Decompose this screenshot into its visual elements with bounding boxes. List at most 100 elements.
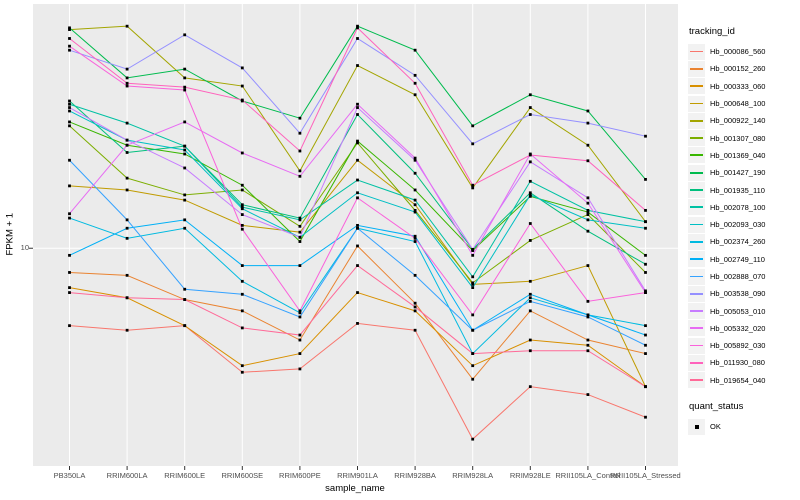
data-point [240,213,244,216]
data-point [298,235,302,239]
data-point [298,240,302,243]
legend-key-line-icon [690,223,703,226]
data-point [413,309,417,313]
x-axis-title: sample_name [325,483,385,494]
legend-key-swatch [688,354,705,371]
data-point [240,364,244,368]
legend-key-swatch [688,182,705,199]
data-point [356,322,359,325]
data-point [125,296,129,300]
data-point [356,113,359,116]
data-point [240,66,244,70]
x-tick-label: RRII105LA_Control [555,471,621,480]
legend-item-label: Hb_005892_030 [710,341,766,351]
data-point [413,156,417,160]
data-point [298,309,302,313]
data-point [413,273,417,277]
data-point [413,73,417,77]
x-tick-label: RRIM928BA [394,471,436,480]
data-point [471,437,475,441]
legend-item-Hb_002093_030: Hb_002093_030 [688,216,800,233]
data-point [471,364,475,368]
data-point [644,177,647,181]
data-point [586,159,590,163]
data-point [644,208,647,212]
data-point [298,311,302,315]
data-point [298,116,302,120]
legend-title-tracking-id: tracking_id [689,26,735,37]
legend-key-swatch [688,372,705,389]
data-point [413,210,417,214]
legend-key-line-icon [690,154,703,157]
data-point [68,271,71,274]
data-point [471,283,475,286]
data-point [240,223,244,227]
legend-item-Hb_002078_100: Hb_002078_100 [688,199,800,216]
data-point [528,193,532,197]
legend-item-Hb_001935_110: Hb_001935_110 [688,181,800,199]
data-point [644,220,647,224]
legend-item-label: Hb_000152_260 [710,64,766,74]
data-point [356,26,359,30]
data-point [240,84,244,88]
data-point [644,415,647,419]
legend-key-swatch [688,199,705,216]
data-point [125,236,129,240]
x-tick-label: PB350LA [53,471,86,480]
data-point [528,239,532,242]
data-point [68,184,71,188]
legend-items: Hb_000086_560 Hb_000152_260 Hb_000333_060 H… [688,43,800,389]
data-point [471,124,475,128]
legend-item-label: Hb_003538_090 [710,289,766,299]
x-tick-label: RRIM901LA [337,471,378,480]
data-point [356,291,359,294]
x-tick-label: RRII105LA_Stressed [610,471,681,480]
data-point [528,179,532,183]
legend-key-line-icon [690,171,703,174]
data-point [586,349,590,353]
data-point [471,352,475,355]
quant-status-key [688,418,705,435]
data-point [68,253,71,257]
legend-item-label: Hb_019654_040 [710,375,766,385]
point-square-icon [694,424,699,429]
data-point [356,139,359,143]
data-point [413,328,417,332]
data-point [240,183,244,187]
legend-item-Hb_001307_080: Hb_001307_080 [688,129,800,147]
data-point [183,287,187,291]
data-point [68,48,71,52]
legend-key-line-icon [690,189,703,191]
data-point [644,291,647,294]
data-point [68,120,71,124]
data-point [413,198,417,202]
data-point [298,230,302,234]
data-point [586,393,590,396]
data-point [356,102,359,106]
legend-key-line-icon [690,67,703,70]
data-point [356,226,359,230]
legend-quant-status: quant_status OK [688,401,800,435]
data-point [471,142,475,146]
legend-key-line-icon [690,327,703,330]
legend-item-label: Hb_002888_070 [710,272,766,281]
legend-item-label: Hb_000333_060 [710,81,766,91]
data-point [183,85,187,89]
x-tick-label: RRIM928LA [452,471,494,480]
legend-key-line-icon [690,275,703,278]
data-point [183,67,187,71]
legend-item-label: Hb_002374_260 [710,237,766,247]
data-point [586,109,590,113]
legend-key-swatch [688,320,705,337]
data-point [68,158,71,162]
data-point [183,144,187,148]
legend-item-label: Hb_002749_110 [710,254,765,264]
data-point [298,367,302,371]
legend-key-line-icon [690,50,703,53]
data-point [240,205,244,209]
data-point [356,264,359,267]
data-point [471,275,475,279]
data-point [528,222,532,225]
data-point [68,28,71,31]
